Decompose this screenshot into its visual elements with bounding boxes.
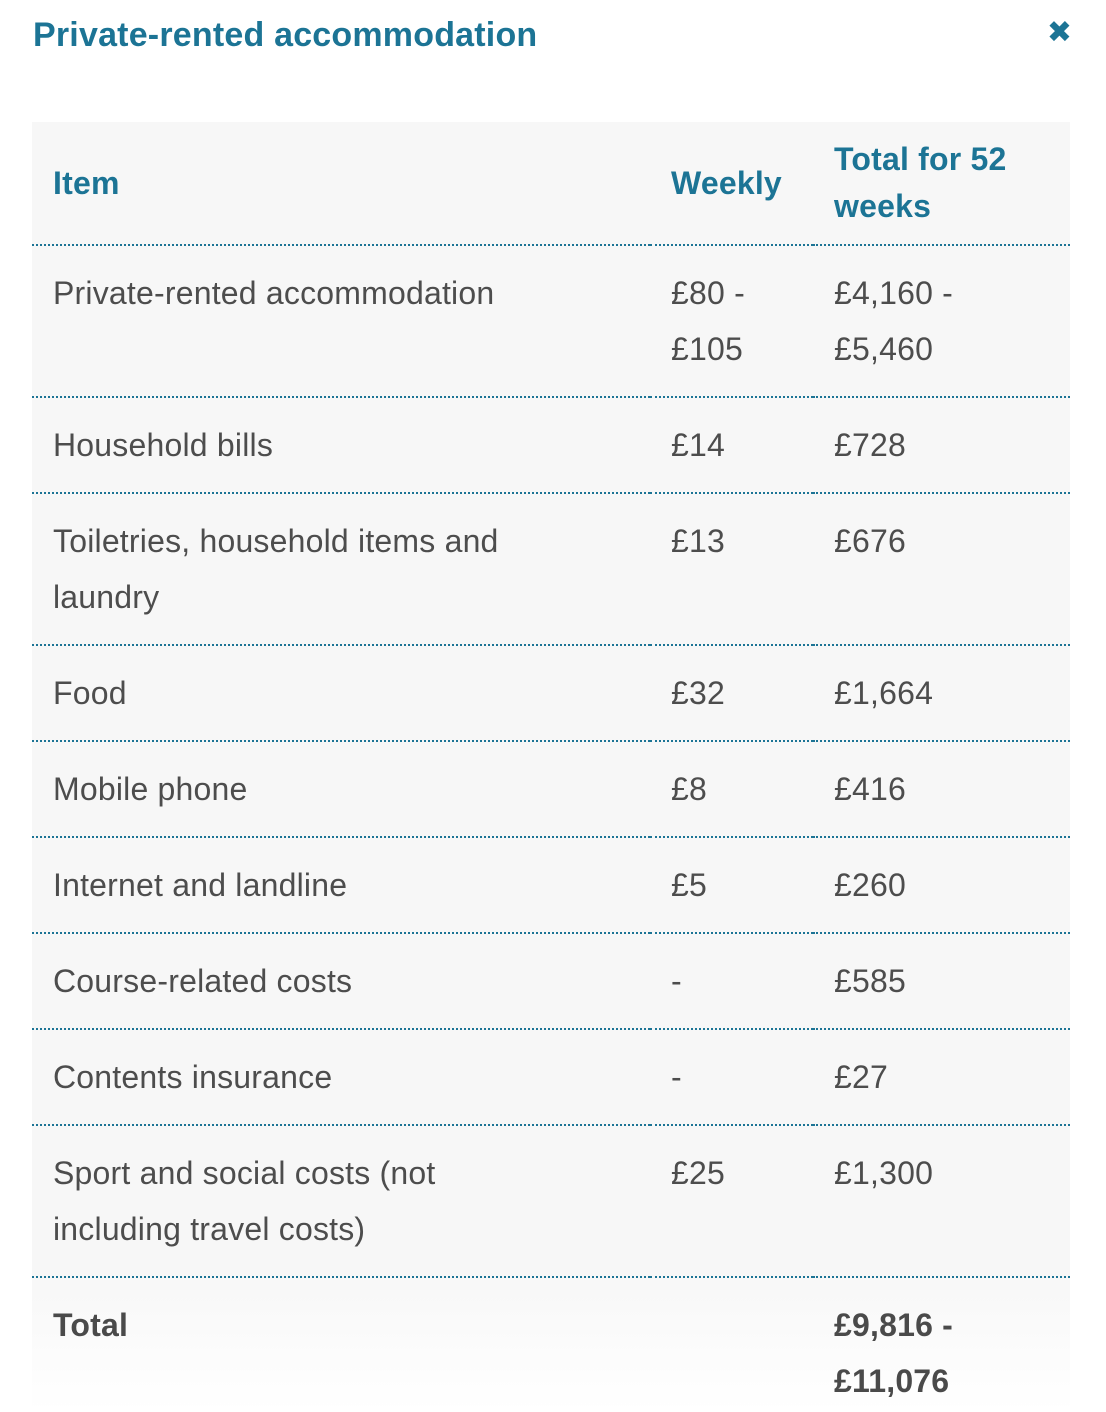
weekly-cell: - <box>650 934 813 1030</box>
table-row: Private-rented accommodation £80 - £105 £4… <box>32 246 1070 398</box>
weekly-cell: £14 <box>650 398 813 494</box>
weekly-cell: £25 <box>650 1126 813 1278</box>
item-cell: Mobile phone <box>32 742 650 838</box>
item-cell: Household bills <box>32 398 650 494</box>
cost-table: Item Weekly Total for 52 weeks Private-ren… <box>32 122 1070 1412</box>
total-cell: £1,300 <box>813 1126 1070 1278</box>
weekly-cell: - <box>650 1030 813 1126</box>
table-row-total: Total £9,816 - £11,076 <box>32 1278 1070 1412</box>
total-cell: £728 <box>813 398 1070 494</box>
weekly-cell: £5 <box>650 838 813 934</box>
weekly-cell: £13 <box>650 494 813 646</box>
total-cell: £4,160 - £5,460 <box>813 246 1070 398</box>
weekly-cell: £80 - £105 <box>650 246 813 398</box>
total-cell: £260 <box>813 838 1070 934</box>
weekly-cell <box>650 1278 813 1412</box>
modal-title: Private-rented accommodation <box>33 16 538 54</box>
table-row: Course-related costs - £585 <box>32 934 1070 1030</box>
close-button[interactable]: ✖ <box>1047 18 1072 48</box>
item-cell: Sport and social costs (not including tr… <box>32 1126 650 1278</box>
item-cell: Toiletries, household items and laundry <box>32 494 650 646</box>
weekly-cell: £32 <box>650 646 813 742</box>
total-cell: £27 <box>813 1030 1070 1126</box>
total-cell: £416 <box>813 742 1070 838</box>
column-header-item: Item <box>32 122 650 246</box>
total-cell: £585 <box>813 934 1070 1030</box>
weekly-cell: £8 <box>650 742 813 838</box>
table-row: Household bills £14 £728 <box>32 398 1070 494</box>
column-header-weekly: Weekly <box>650 122 813 246</box>
table-body: Private-rented accommodation £80 - £105 £4… <box>32 246 1070 1412</box>
total-cell: £676 <box>813 494 1070 646</box>
table-row: Internet and landline £5 £260 <box>32 838 1070 934</box>
item-cell: Internet and landline <box>32 838 650 934</box>
close-icon: ✖ <box>1046 15 1072 50</box>
table-header: Item Weekly Total for 52 weeks <box>32 122 1070 246</box>
item-cell: Food <box>32 646 650 742</box>
item-cell: Course-related costs <box>32 934 650 1030</box>
table-row: Mobile phone £8 £416 <box>32 742 1070 838</box>
item-cell: Private-rented accommodation <box>32 246 650 398</box>
table-row: Food £32 £1,664 <box>32 646 1070 742</box>
header-row: Item Weekly Total for 52 weeks <box>32 122 1070 246</box>
table-row: Contents insurance - £27 <box>32 1030 1070 1126</box>
table-row: Sport and social costs (not including tr… <box>32 1126 1070 1278</box>
column-header-total: Total for 52 weeks <box>813 122 1070 246</box>
total-cell: £9,816 - £11,076 <box>834 1307 954 1399</box>
item-cell: Contents insurance <box>32 1030 650 1126</box>
table-row: Toiletries, household items and laundry £… <box>32 494 1070 646</box>
item-cell: Total <box>53 1307 129 1343</box>
cost-table-container: Item Weekly Total for 52 weeks Private-ren… <box>32 122 1070 1412</box>
total-cell: £1,664 <box>813 646 1070 742</box>
modal-header: Private-rented accommodation ✖ <box>0 0 1106 75</box>
